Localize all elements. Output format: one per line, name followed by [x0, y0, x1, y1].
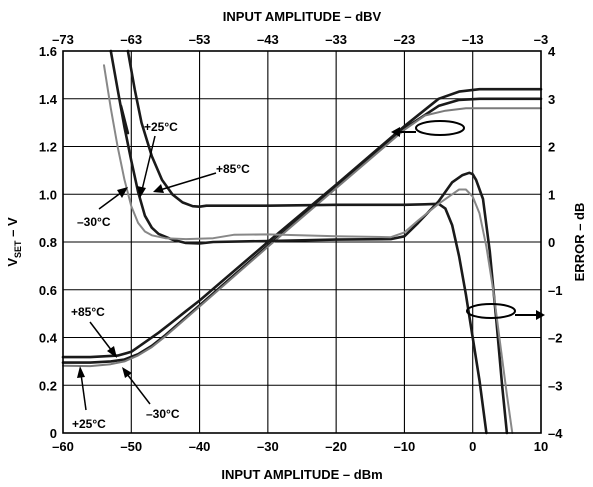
- vset-axis-marker-ellipse: [415, 120, 465, 136]
- left-axis-title-tail: – V: [5, 217, 20, 240]
- annotation-plus85c-top: +85°C: [216, 162, 250, 176]
- annotation-plus25c-bottom: +25°C: [72, 417, 106, 431]
- x-top-tick-label: –63: [120, 32, 142, 47]
- y-right-tick-label: –2: [548, 331, 562, 346]
- error-curve-5: [109, 49, 509, 435]
- y-right-tick-label: 3: [548, 92, 555, 107]
- left-axis-title: VSET – V: [5, 217, 23, 267]
- annotation-minus30c-top-arrowhead: [117, 187, 128, 198]
- temperature-annotations: +25°C +85°C –30°C +85°C +25°C –30°C: [71, 120, 250, 431]
- y-right-tick-label: 2: [548, 140, 555, 155]
- left-axis-title-sub: SET: [13, 240, 23, 258]
- y-left-tick-label: 0.8: [39, 235, 57, 250]
- y-left-tick-label: 1.6: [39, 44, 57, 59]
- y-right-tick-label: –4: [548, 426, 563, 441]
- x-top-tick-label: –13: [462, 32, 484, 47]
- x-bottom-tick-label: –40: [189, 439, 211, 454]
- vset-curve-1: [61, 87, 543, 359]
- annotation-plus85c-top-leader: [159, 172, 217, 191]
- annotation-plus25c-top-arrowhead: [137, 186, 146, 198]
- annotation-minus30c-bottom-leader: [126, 373, 151, 405]
- annotation-plus85c-bottom-leader: [89, 321, 113, 352]
- x-top-tick-label: –23: [394, 32, 416, 47]
- x-bottom-tick-label: –20: [325, 439, 347, 454]
- x-bottom-tick-label: –60: [52, 439, 74, 454]
- error-curve-7: [119, 104, 130, 135]
- annotation-plus85c-bottom: +85°C: [71, 305, 105, 319]
- plot-frame: [62, 50, 542, 434]
- annotation-plus25c-bottom-leader: [80, 373, 87, 411]
- vset-axis-marker-arrowhead: [391, 127, 400, 137]
- annotation-minus30c-top: –30°C: [77, 215, 111, 229]
- x-top-tick-label: –3: [534, 32, 548, 47]
- right-axis-title: ERROR – dB: [572, 203, 587, 282]
- x-bottom-tick-label: –30: [257, 439, 279, 454]
- tick-labels: –60 –50 –40 –30 –20 –10 0 10–73 –63 –53 –43 –33 –23–…: [39, 32, 563, 454]
- x-top-tick-label: –73: [52, 32, 74, 47]
- y-left-tick-label: 0.4: [39, 331, 58, 346]
- error-curve-4: [126, 49, 488, 435]
- y-right-tick-label: 4: [548, 44, 556, 59]
- annotation-plus25c-bottom-arrowhead: [77, 366, 85, 378]
- x-top-tick-label: –43: [257, 32, 279, 47]
- y-left-tick-label: 0: [50, 426, 57, 441]
- y-right-tick-label: 0: [548, 235, 555, 250]
- x-bottom-tick-label: 0: [469, 439, 476, 454]
- y-left-tick-label: 0.6: [39, 283, 57, 298]
- y-right-tick-label: –3: [548, 378, 562, 393]
- y-left-tick-label: 1.4: [39, 92, 58, 107]
- left-axis-title-main: V: [5, 258, 20, 267]
- x-bottom-tick-label: –50: [120, 439, 142, 454]
- top-axis-title: INPUT AMPLITUDE – dBV: [223, 9, 382, 24]
- annotation-minus30c-bottom-arrowhead: [122, 367, 132, 378]
- annotation-plus85c-top-arrowhead: [153, 184, 164, 193]
- error-curve-6: [103, 64, 514, 434]
- y-left-tick-label: 1.0: [39, 187, 57, 202]
- annotation-minus30c-top-leader: [98, 191, 123, 210]
- vset-curve-3: [62, 107, 542, 368]
- x-top-tick-label: –53: [189, 32, 211, 47]
- series-layer: [61, 49, 543, 435]
- annotation-plus25c-top-leader: [141, 135, 156, 191]
- annotation-minus30c-bottom: –30°C: [146, 407, 180, 421]
- annotation-plus25c-top: +25°C: [144, 120, 178, 134]
- x-top-tick-label: –33: [325, 32, 347, 47]
- error-axis-marker-ellipse: [466, 303, 516, 319]
- bottom-axis-title: INPUT AMPLITUDE – dBm: [221, 467, 382, 482]
- y-right-tick-label: 1: [548, 187, 555, 202]
- y-left-tick-label: 1.2: [39, 140, 57, 155]
- x-bottom-tick-label: –10: [394, 439, 416, 454]
- x-bottom-tick-label: 10: [534, 439, 548, 454]
- marker-layer: [391, 120, 545, 320]
- y-left-tick-label: 0.2: [39, 378, 57, 393]
- y-right-tick-label: –1: [548, 283, 562, 298]
- annotation-plus85c-bottom-arrowhead: [107, 346, 117, 358]
